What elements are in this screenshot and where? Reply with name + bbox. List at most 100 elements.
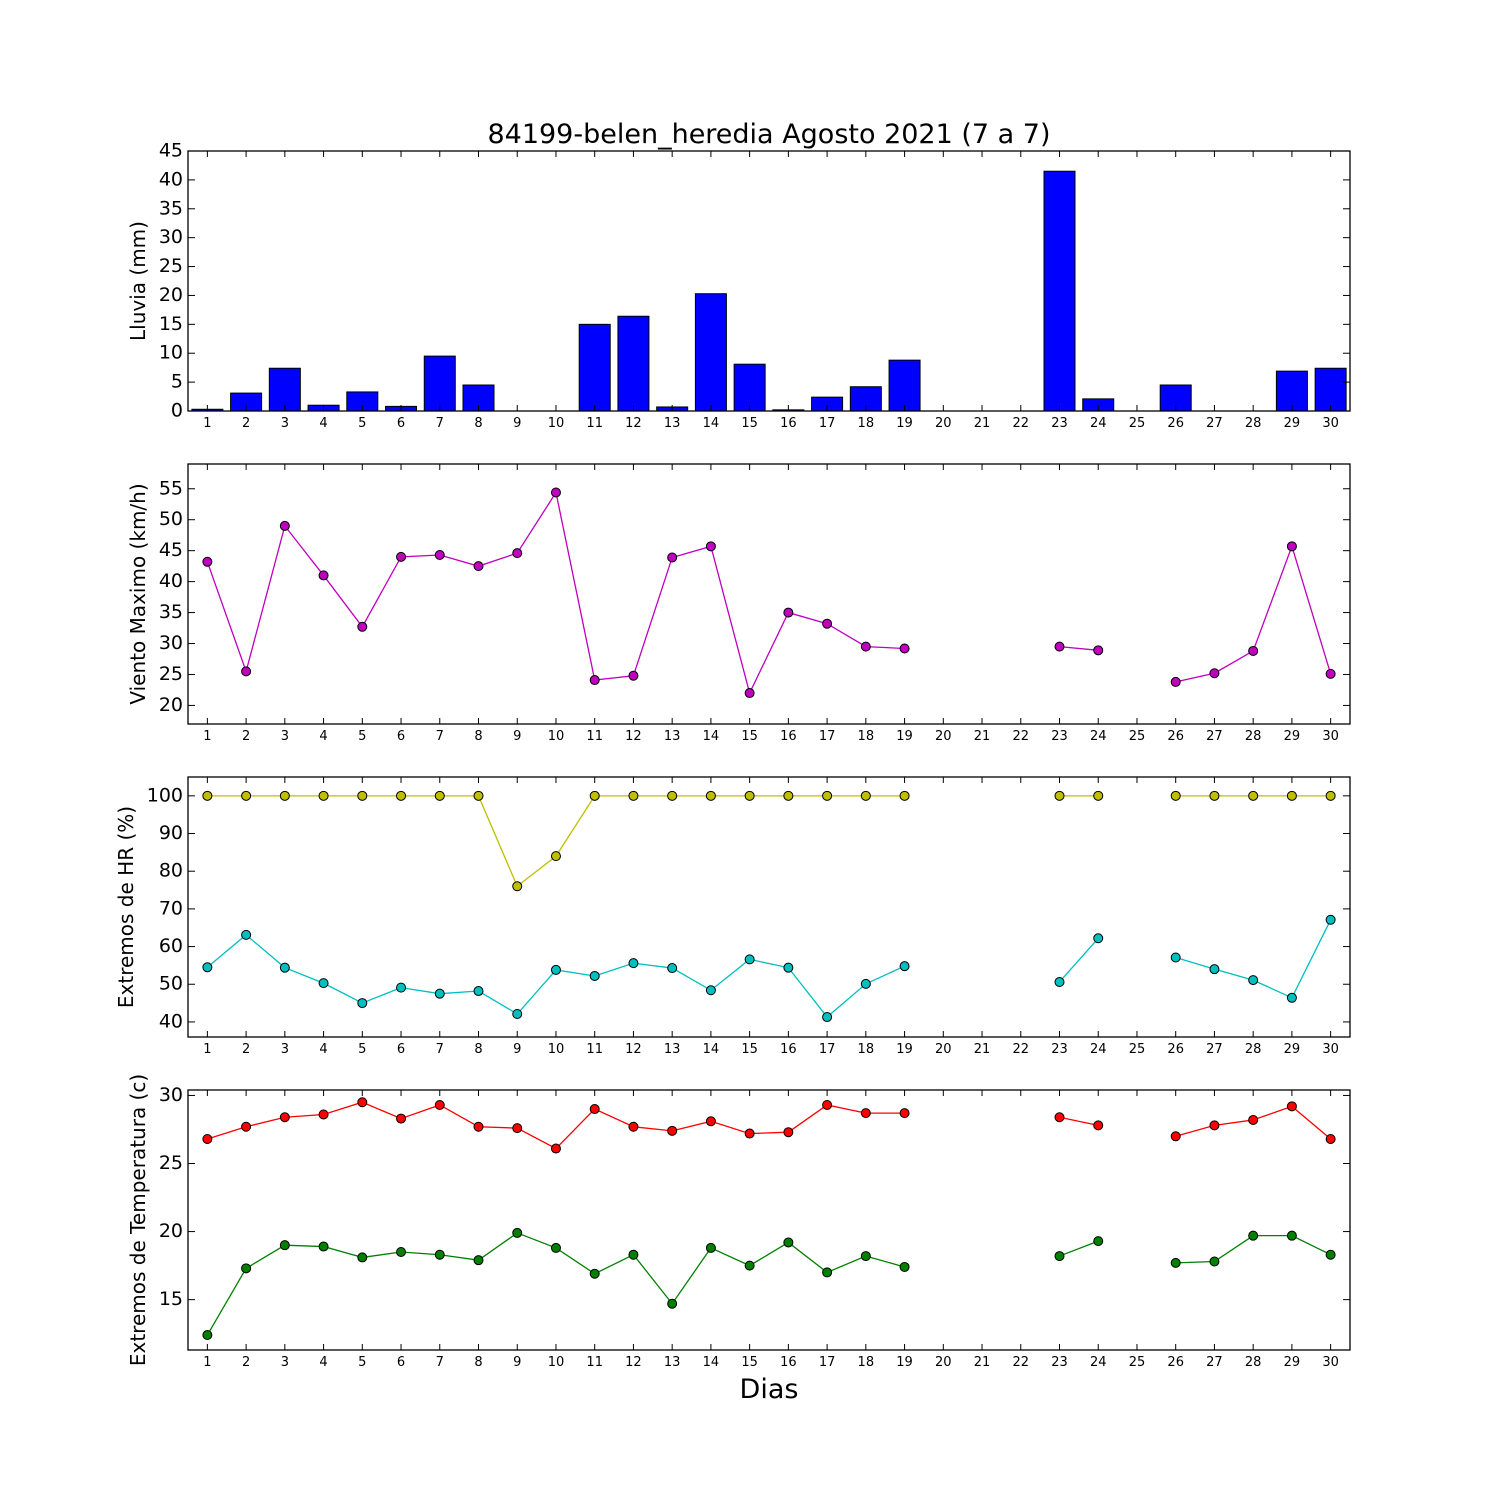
y-tick-label: 100 [147,784,183,806]
point-series-2-day-23 [1054,976,1065,987]
point-series-1-day-23 [1054,790,1065,801]
point-series-2-day-11 [589,970,600,981]
point-series-1-day-18 [860,641,871,652]
point-series-2-day-11 [589,1268,600,1279]
point-series-2-day-19 [899,1261,910,1272]
y-tick-label: 40 [159,570,183,592]
x-tick-label: 15 [741,416,758,431]
x-tick-label: 23 [1051,416,1068,431]
point-series-2-day-16 [783,1237,794,1248]
x-tick-label: 14 [703,1355,720,1370]
point-series-1-day-27 [1209,668,1220,679]
y-axis-label: Extremos de Temperatura (c) [126,1074,150,1366]
x-tick-label: 13 [664,416,681,431]
point-series-2-day-18 [860,1251,871,1262]
point-series-1-day-16 [783,790,794,801]
point-series-1-day-5 [357,1097,368,1108]
x-tick-label: 26 [1167,416,1184,431]
x-tick-label: 2 [242,1355,250,1370]
x-tick-label: 25 [1129,1355,1146,1370]
y-tick-label: 35 [159,601,183,623]
bar-day-14 [694,293,727,412]
point-series-1-day-3 [279,790,290,801]
bar-day-23 [1043,170,1076,412]
y-tick-label: 90 [159,822,183,844]
point-series-1-day-30 [1325,1134,1336,1145]
x-tick-label: 14 [703,1042,720,1057]
y-tick-label: 35 [159,197,183,219]
x-tick-label: 11 [586,416,603,431]
bar-day-7 [423,355,456,412]
point-series-1-day-10 [550,851,561,862]
x-tick-label: 8 [474,416,482,431]
x-tick-label: 3 [281,1355,289,1370]
x-tick-label: 21 [974,416,991,431]
x-tick-label: 6 [397,1355,405,1370]
x-tick-label: 6 [397,416,405,431]
point-series-1-day-17 [822,790,833,801]
x-tick-label: 22 [1012,416,1029,431]
point-series-2-day-5 [357,1252,368,1263]
x-tick-label: 22 [1012,1355,1029,1370]
point-series-2-day-2 [241,1263,252,1274]
x-tick-label: 7 [436,1355,444,1370]
point-series-2-day-26 [1170,952,1181,963]
point-series-2-day-1 [202,962,213,973]
x-tick-label: 29 [1284,729,1301,744]
x-tick-label: 23 [1051,1355,1068,1370]
x-tick-label: 29 [1284,1042,1301,1057]
x-tick-label: 10 [548,729,565,744]
point-series-1-day-26 [1170,1131,1181,1142]
y-tick-label: 30 [159,632,183,654]
series-1-line [1059,645,1099,651]
x-tick-label: 17 [819,1042,836,1057]
y-tick-label: 45 [159,140,183,162]
bar-day-3 [268,367,301,412]
x-tick-label: 21 [974,729,991,744]
x-tick-label: 29 [1284,416,1301,431]
x-tick-label: 27 [1206,416,1223,431]
point-series-1-day-27 [1209,1120,1220,1131]
x-tick-label: 19 [896,1042,913,1057]
point-series-1-day-11 [589,1104,600,1115]
bar-day-30 [1314,367,1347,412]
x-tick-label: 4 [319,1355,327,1370]
point-series-2-day-26 [1170,1257,1181,1268]
point-series-1-day-4 [318,570,329,581]
x-tick-label: 18 [858,1355,875,1370]
y-tick-label: 20 [159,694,183,716]
point-series-1-day-4 [318,1109,329,1120]
x-tick-label: 12 [625,416,642,431]
series-1-line [206,490,905,695]
x-tick-label: 19 [896,416,913,431]
point-series-2-day-9 [512,1227,523,1238]
point-series-1-day-28 [1248,790,1259,801]
x-tick-label: 20 [935,729,952,744]
bar-day-12 [617,315,650,412]
point-series-1-day-1 [202,790,213,801]
point-series-2-day-6 [396,982,407,993]
point-series-1-day-13 [667,552,678,563]
y-tick-label: 20 [159,1220,183,1242]
x-tick-label: 16 [780,1355,797,1370]
point-series-1-day-28 [1248,645,1259,656]
point-series-2-day-28 [1248,1230,1259,1241]
point-series-2-day-12 [628,958,639,969]
point-series-2-day-15 [744,1260,755,1271]
x-tick-label: 19 [896,729,913,744]
y-tick-label: 15 [159,313,183,335]
x-tick-label: 12 [625,1042,642,1057]
chart-title: 84199-belen_heredia Agosto 2021 (7 a 7) [487,119,1050,150]
x-tick-label: 1 [203,416,211,431]
x-tick-label: 11 [586,1355,603,1370]
series-1-line [1059,1116,1099,1127]
x-tick-label: 4 [319,729,327,744]
x-tick-label: 27 [1206,1042,1223,1057]
x-tick-label: 1 [203,1355,211,1370]
point-series-1-day-4 [318,790,329,801]
x-tick-label: 16 [780,729,797,744]
y-tick-label: 50 [159,508,183,530]
point-series-1-day-24 [1093,1120,1104,1131]
x-tick-label: 25 [1129,1042,1146,1057]
